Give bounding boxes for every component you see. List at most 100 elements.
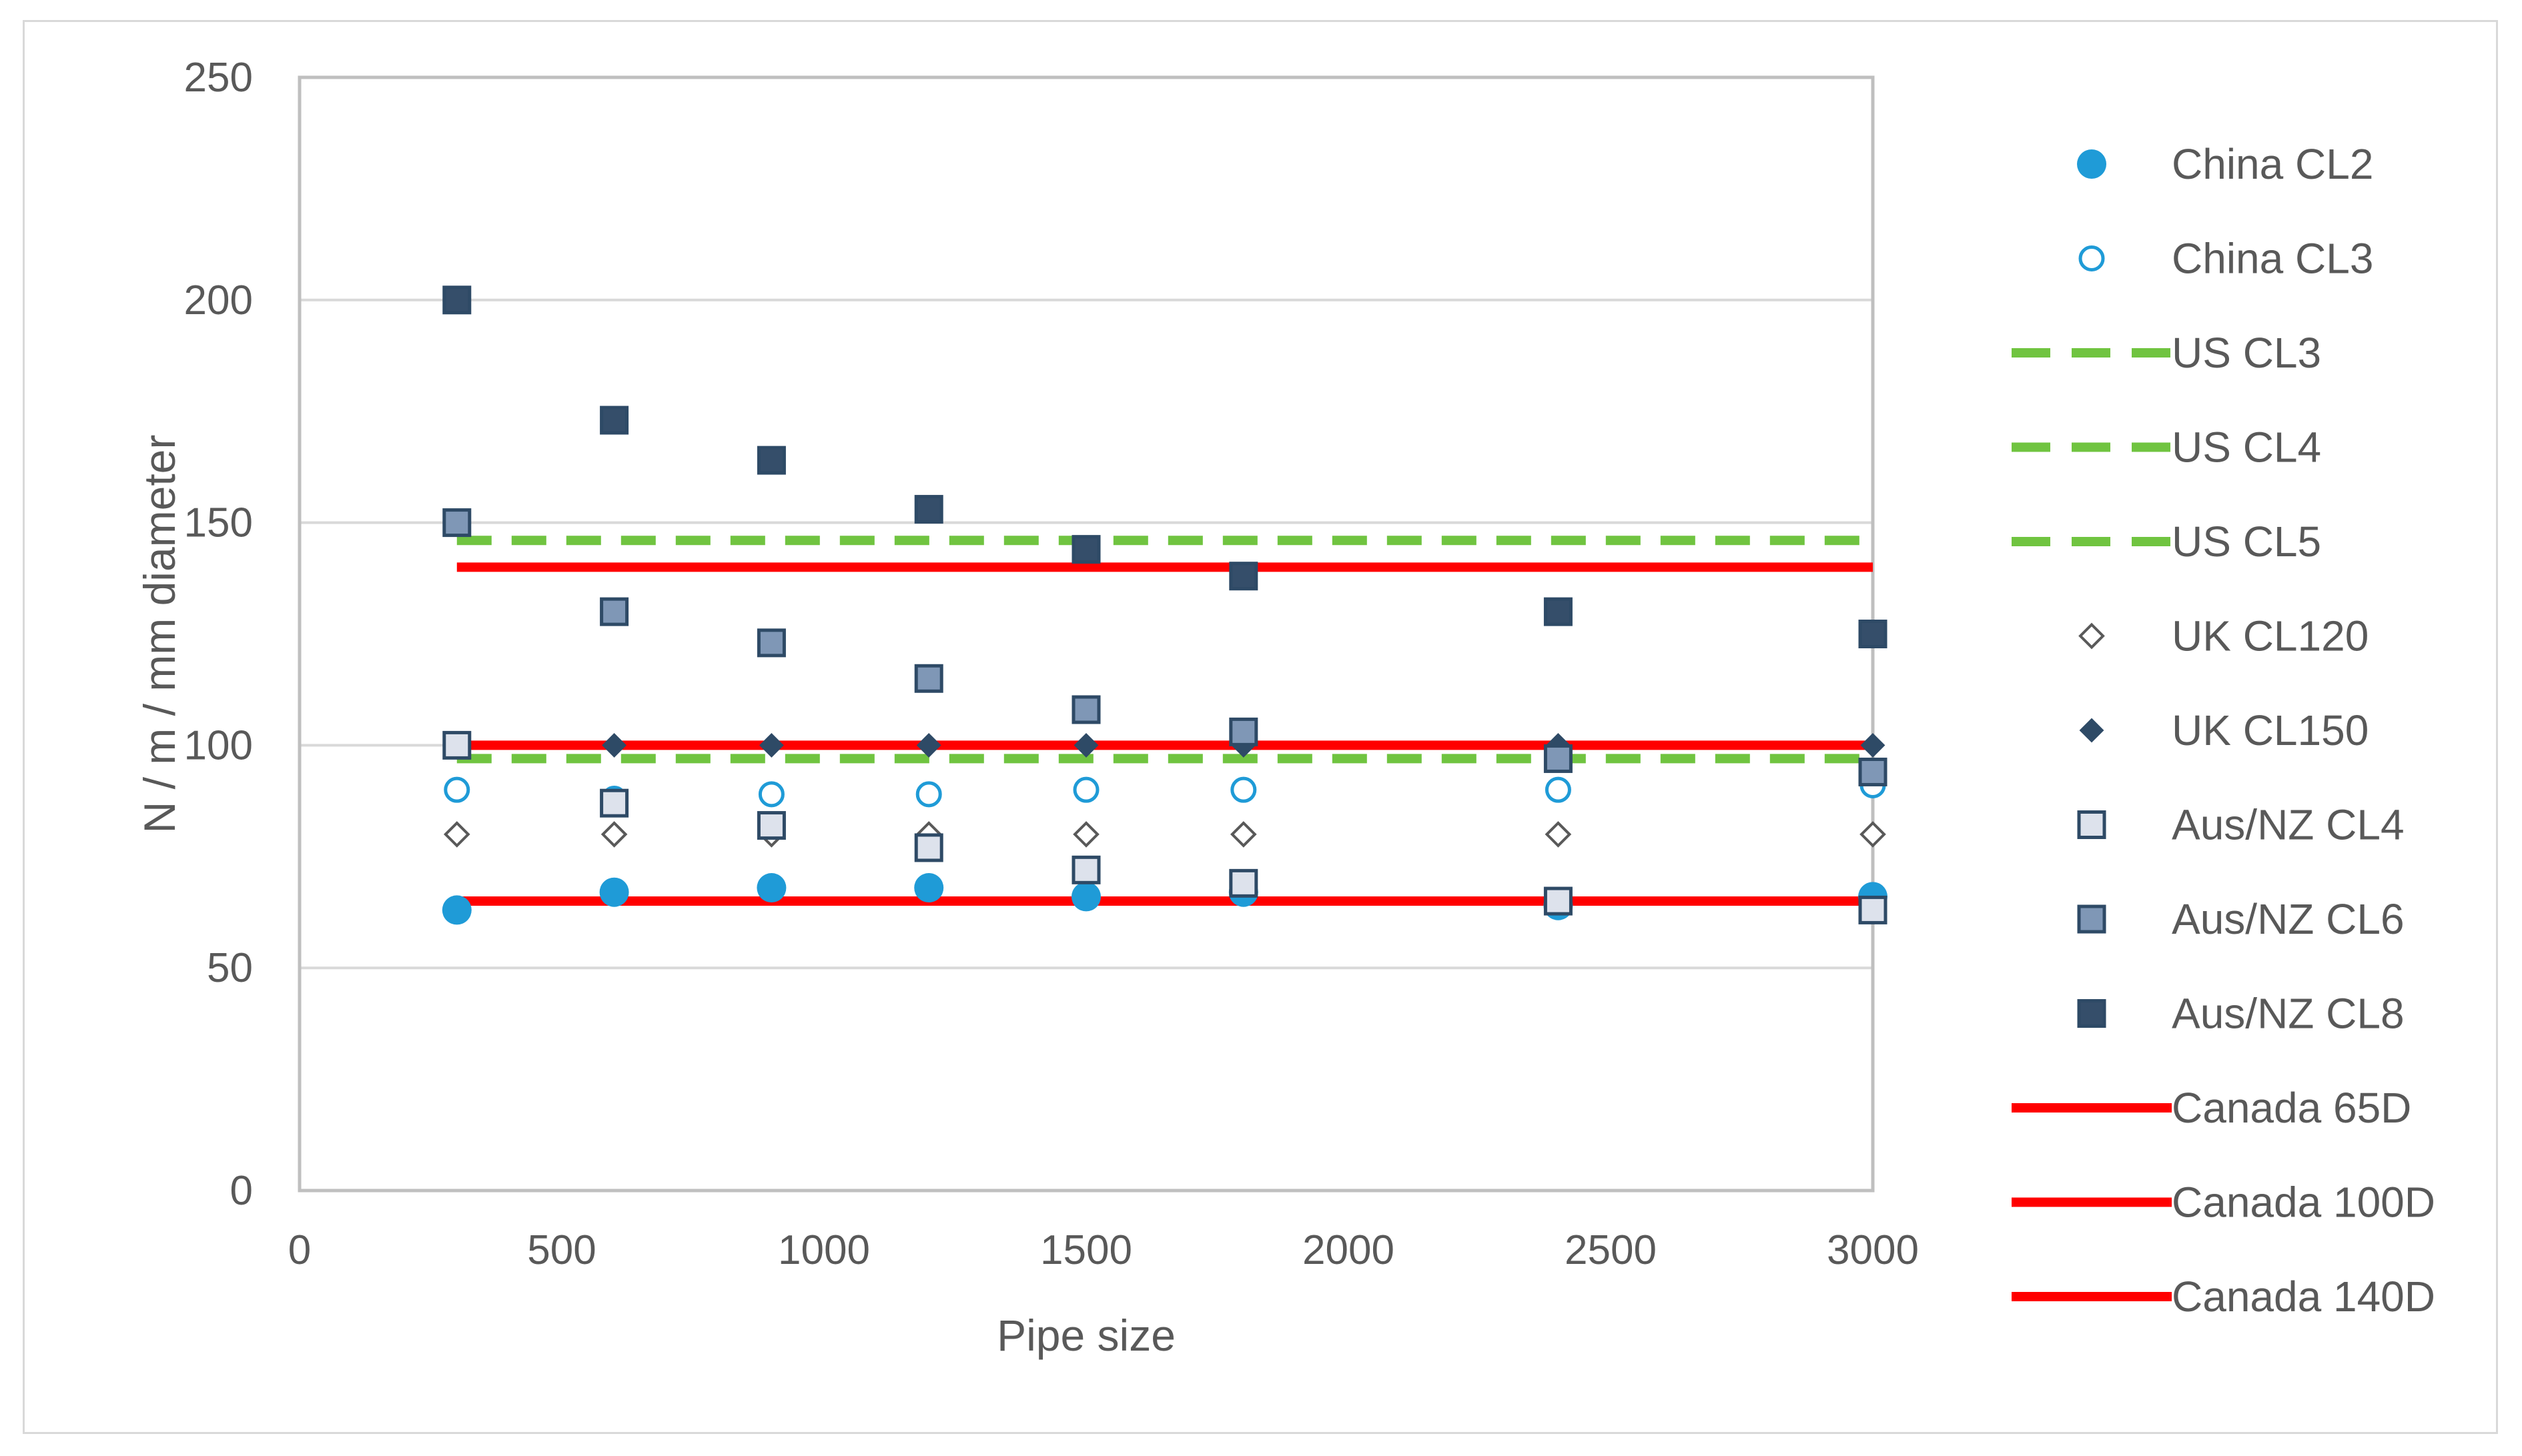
data-point: [600, 597, 629, 626]
x-tick-label: 0: [288, 1227, 311, 1273]
data-point: [443, 821, 470, 848]
data-point: [1858, 757, 1887, 786]
x-tick-label: 500: [527, 1227, 596, 1273]
data-point: [444, 776, 470, 803]
data-point: [1858, 620, 1887, 648]
data-point: [914, 495, 943, 524]
legend-entry: Aus/NZ CL6: [2077, 895, 2405, 943]
data-point: [915, 781, 942, 808]
legend-swatch: [2077, 999, 2106, 1028]
x-axis-title: Pipe size: [997, 1311, 1176, 1360]
legend: China CL2 China CL3 US CL3 US CL4 US CL5 UK C…: [2012, 140, 2435, 1321]
y-tick-label: 50: [207, 945, 253, 991]
data-points: [442, 285, 1887, 925]
legend-entry: US CL3: [2012, 329, 2321, 377]
legend-entry: US CL4: [2012, 424, 2321, 472]
legend-label: China CL2: [2172, 140, 2373, 188]
legend-label: UK CL150: [2172, 706, 2369, 754]
data-point: [600, 821, 628, 848]
data-point: [442, 730, 472, 760]
x-tick-label: 1000: [778, 1227, 870, 1273]
data-point: [1072, 855, 1101, 884]
data-point: [1074, 732, 1099, 758]
legend-swatch: [2077, 810, 2106, 839]
x-tick-label: 2500: [1565, 1227, 1657, 1273]
data-point: [1545, 821, 1572, 848]
legend-label: Aus/NZ CL4: [2172, 801, 2405, 849]
data-point: [442, 895, 472, 925]
data-point: [1859, 821, 1886, 848]
reference-lines: [456, 536, 1873, 906]
legend-label: US CL3: [2172, 329, 2321, 377]
data-point: [914, 833, 943, 862]
data-point: [1543, 744, 1573, 773]
data-point: [1543, 597, 1573, 626]
legend-label: Canada 140D: [2172, 1273, 2435, 1321]
grid-lines: [300, 76, 1873, 1192]
legend-entry: Canada 100D: [2012, 1179, 2435, 1227]
data-point: [758, 781, 785, 808]
data-point: [442, 285, 472, 315]
data-point: [914, 873, 944, 903]
legend-swatch: [2079, 718, 2104, 743]
legend-label: US CL4: [2172, 424, 2321, 472]
data-point: [1229, 717, 1258, 746]
data-point: [1545, 776, 1571, 803]
legend-swatch: [2078, 245, 2105, 271]
legend-swatch: [2077, 904, 2106, 934]
data-point: [599, 877, 629, 907]
data-point: [757, 873, 787, 903]
data-point: [759, 732, 784, 758]
legend-swatch: [2077, 149, 2106, 179]
x-tick-label: 1500: [1040, 1227, 1132, 1273]
data-point: [757, 811, 786, 840]
legend-label: Aus/NZ CL6: [2172, 895, 2405, 943]
legend-swatch: [2078, 622, 2105, 650]
data-point: [916, 732, 941, 758]
data-point: [600, 788, 629, 818]
data-point: [1230, 821, 1257, 848]
y-tick-label: 250: [184, 55, 253, 101]
data-point: [602, 732, 627, 758]
data-point: [1229, 562, 1258, 591]
legend-label: Canada 100D: [2172, 1179, 2435, 1227]
y-tick-label: 150: [184, 500, 253, 546]
data-point: [442, 508, 472, 538]
legend-entry: UK CL150: [2079, 706, 2369, 754]
y-tick-label: 200: [184, 277, 253, 323]
legend-label: China CL3: [2172, 235, 2373, 283]
data-point: [1543, 886, 1573, 916]
legend-entry: Canada 65D: [2012, 1084, 2411, 1132]
data-point: [1072, 535, 1101, 564]
data-point: [600, 406, 629, 435]
legend-entry: US CL5: [2012, 518, 2321, 566]
data-point: [1860, 732, 1885, 758]
chart-frame: 0 50 100 150 200 250 0 500 1000 1500 2000 2500 3000 …: [23, 20, 2498, 1434]
y-tick-label: 100: [184, 722, 253, 768]
data-point: [1072, 695, 1101, 724]
legend-entry: Aus/NZ CL4: [2077, 801, 2405, 849]
data-point: [757, 446, 786, 475]
data-point: [757, 628, 786, 658]
legend-label: Aus/NZ CL8: [2172, 990, 2405, 1038]
data-point: [1073, 776, 1100, 803]
x-tick-label: 3000: [1827, 1227, 1919, 1273]
data-point: [1230, 776, 1257, 803]
legend-label: Canada 65D: [2172, 1084, 2411, 1132]
data-point: [914, 664, 943, 693]
legend-entry: UK CL120: [2078, 612, 2369, 660]
data-point: [1858, 895, 1887, 924]
legend-label: UK CL120: [2172, 612, 2369, 660]
x-tick-label: 2000: [1302, 1227, 1394, 1273]
data-point: [1072, 882, 1101, 912]
axes: [298, 75, 1875, 1193]
y-tick-label: 0: [230, 1168, 253, 1214]
legend-label: US CL5: [2172, 518, 2321, 566]
data-point: [1229, 868, 1258, 898]
legend-entry: China CL2: [2077, 140, 2373, 188]
y-axis-title: N / m / mm diameter: [135, 435, 184, 834]
data-point: [1073, 821, 1100, 848]
legend-entry: Aus/NZ CL8: [2077, 990, 2405, 1038]
